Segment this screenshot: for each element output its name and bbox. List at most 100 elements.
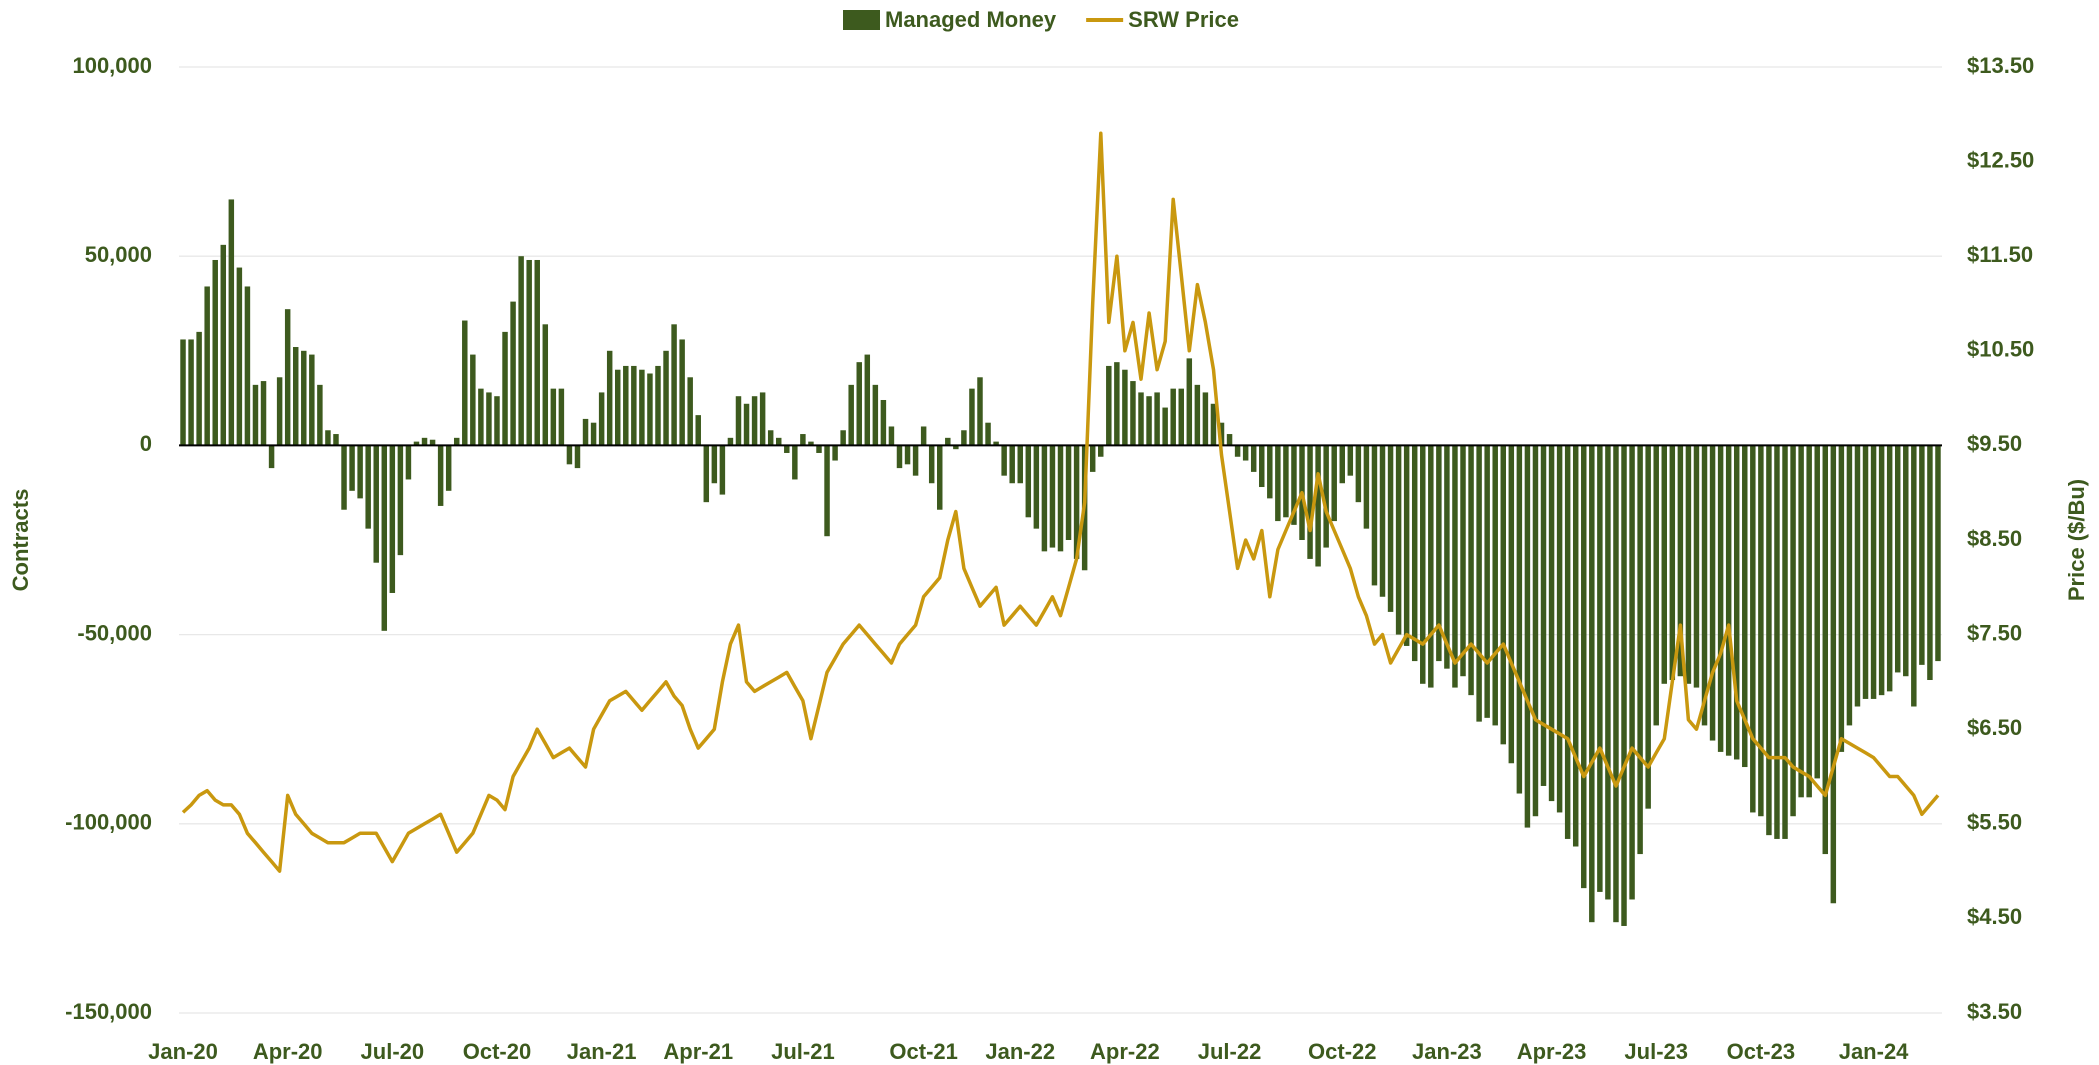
- bar: [1275, 445, 1281, 522]
- bar: [1379, 445, 1386, 597]
- bar: [1170, 388, 1176, 446]
- bar: [1114, 362, 1120, 446]
- bar: [1838, 445, 1845, 752]
- bar: [1516, 445, 1523, 794]
- legend-swatch: [843, 10, 880, 30]
- bar: [534, 259, 540, 446]
- bar: [1331, 445, 1337, 522]
- y-tick-label: -150,000: [65, 999, 152, 1024]
- y-tick-label: -100,000: [65, 810, 152, 835]
- bar: [1178, 388, 1184, 446]
- bar: [1661, 445, 1668, 684]
- bar: [1291, 445, 1297, 525]
- bar: [1870, 445, 1877, 699]
- y2-tick-label: $11.50: [1967, 242, 2033, 267]
- bar: [1283, 445, 1289, 518]
- bar: [1725, 445, 1732, 756]
- bar: [1065, 445, 1072, 540]
- bar: [228, 199, 235, 446]
- bar: [1613, 445, 1619, 923]
- bar: [1693, 445, 1700, 688]
- y2-tick-label: $12.50: [1967, 147, 2034, 172]
- bar: [494, 396, 500, 446]
- bar: [961, 430, 967, 446]
- bar: [268, 445, 275, 469]
- x-tick-label: Oct-21: [889, 1039, 957, 1064]
- bar: [1645, 445, 1651, 809]
- bar: [751, 396, 758, 446]
- x-tick-label: Jan-23: [1412, 1039, 1482, 1064]
- bar: [1758, 445, 1764, 817]
- bar: [1347, 445, 1354, 476]
- bar: [284, 309, 291, 446]
- y2-tick-label: $4.50: [1967, 904, 2022, 929]
- bar: [405, 445, 412, 480]
- bar: [1717, 445, 1724, 752]
- bar: [542, 324, 549, 446]
- bar: [550, 388, 557, 446]
- price-line: [181, 131, 1940, 873]
- bar: [590, 422, 597, 446]
- bar: [341, 445, 347, 510]
- bar: [1669, 445, 1676, 681]
- bar: [937, 445, 943, 510]
- bar: [437, 445, 444, 506]
- bar: [486, 392, 492, 446]
- bar: [1621, 445, 1627, 926]
- bar: [1259, 445, 1265, 488]
- bar: [1073, 445, 1080, 559]
- bar: [623, 365, 629, 446]
- bar: [1862, 445, 1869, 699]
- bar: [1894, 445, 1901, 673]
- bar: [719, 445, 726, 495]
- bar: [1935, 445, 1941, 662]
- x-tick-label: Jan-21: [567, 1039, 637, 1064]
- bar: [993, 441, 999, 446]
- bar: [244, 286, 251, 446]
- bar: [188, 339, 194, 446]
- bar: [462, 320, 468, 446]
- bar: [1025, 445, 1032, 518]
- bar: [1420, 445, 1426, 684]
- bar: [848, 384, 854, 446]
- bar: [1733, 445, 1740, 760]
- bar: [1709, 445, 1716, 741]
- y2-tick-label: $5.50: [1967, 810, 2022, 835]
- bar: [373, 445, 379, 563]
- bar: [470, 354, 476, 446]
- y2-axis-label: Price ($/Bu): [2064, 479, 2089, 601]
- bar: [1572, 445, 1579, 847]
- bar: [478, 388, 484, 446]
- bar: [260, 381, 267, 446]
- bar: [1395, 445, 1402, 635]
- bar: [1532, 445, 1539, 817]
- bar: [1548, 445, 1555, 802]
- bar: [655, 365, 661, 446]
- bar: [1742, 445, 1748, 768]
- bar: [1363, 445, 1370, 529]
- x-tick-label: Apr-22: [1090, 1039, 1160, 1064]
- bar: [1806, 445, 1812, 798]
- bar: [1524, 445, 1531, 828]
- bar: [1452, 445, 1458, 688]
- bar: [735, 396, 742, 446]
- bar: [872, 384, 879, 446]
- bar: [792, 445, 798, 480]
- bar: [1315, 445, 1321, 567]
- bar: [252, 384, 259, 446]
- x-tick-label: Jul-23: [1624, 1039, 1688, 1064]
- bar: [615, 369, 621, 446]
- bar: [1564, 445, 1571, 839]
- bar: [357, 445, 363, 499]
- bar: [663, 350, 669, 446]
- bar: [743, 403, 750, 446]
- y2-tick-label: $6.50: [1967, 715, 2022, 740]
- bar: [1339, 445, 1345, 484]
- bar: [1122, 369, 1128, 446]
- y-tick-label: -50,000: [77, 620, 152, 645]
- bar: [1138, 392, 1144, 446]
- bar: [309, 354, 315, 446]
- bar: [301, 350, 307, 446]
- bar: [800, 434, 806, 446]
